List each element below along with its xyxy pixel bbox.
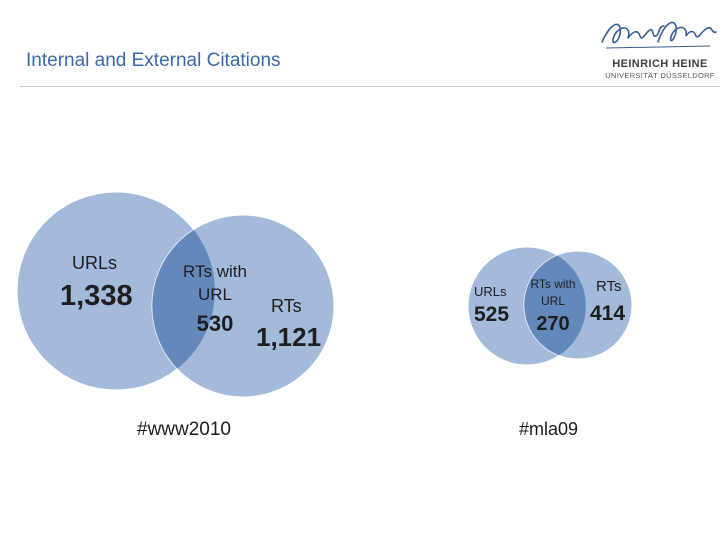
mla09-overlap-label-line1: RTs with — [530, 277, 576, 291]
www2010-tag: #www2010 — [137, 419, 231, 440]
mla09-rts-label: RTs — [596, 278, 622, 295]
university-subtitle: UNIVERSITÄT DÜSSELDORF — [605, 71, 715, 80]
mla09-urls-value: 525 — [474, 303, 510, 326]
www2010-rts-label: RTs — [271, 296, 302, 316]
www2010-urls-label: URLs — [72, 253, 118, 273]
venn-mla09-overlap — [524, 251, 586, 359]
mla09-overlap-value: 270 — [536, 313, 570, 335]
mla09-overlap-label-line2: URL — [540, 294, 565, 308]
www2010-overlap-value: 530 — [196, 311, 234, 336]
www2010-overlap-label-line1: RTs with — [183, 262, 247, 281]
university-logo: HEINRICH HEINE UNIVERSITÄT DÜSSELDORF — [592, 12, 724, 84]
venn-mla09-rts-circle — [523, 250, 633, 360]
www2010-overlap-label-line2: URL — [197, 285, 232, 304]
mla09-tag: #mla09 — [519, 419, 579, 439]
mla09-rts-value: 414 — [590, 302, 626, 325]
university-name: HEINRICH HEINE — [612, 58, 708, 70]
venn-www2010 — [16, 191, 335, 398]
slide-title: Internal and External Citations — [26, 50, 281, 71]
signature-logo-icon — [601, 21, 717, 49]
title-divider — [20, 86, 720, 87]
mla09-urls-label: URLs — [474, 284, 507, 299]
venn-mla09 — [467, 246, 633, 366]
www2010-urls-value: 1,338 — [60, 280, 133, 312]
www2010-rts-value: 1,121 — [256, 322, 322, 352]
venn-www2010-rts-circle — [151, 214, 335, 398]
